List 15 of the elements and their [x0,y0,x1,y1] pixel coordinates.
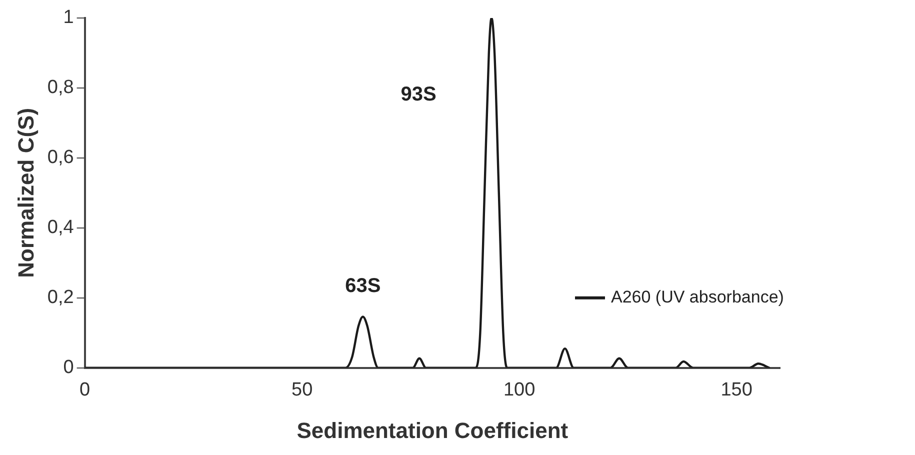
y-tick-label: 0,4 [47,217,74,238]
y-axis-title: Normalized C(S) [13,108,38,278]
annotation: 93S [400,83,436,106]
x-tick-label: 0 [80,379,90,400]
x-axis-title: Sedimentation Coefficient [296,418,569,443]
y-tick-label: 0,2 [47,287,74,308]
y-tick-label: 0,8 [47,77,74,98]
x-tick-label: 150 [720,379,752,400]
x-tick-label: 50 [291,379,313,400]
annotation: 63S [345,275,381,298]
x-tick-label: 100 [503,379,536,400]
y-tick-label: 1 [63,7,74,28]
legend-label: A260 (UV absorbance) [611,288,784,307]
y-tick-label: 0 [63,357,74,378]
y-tick-label: 0,6 [47,147,74,168]
